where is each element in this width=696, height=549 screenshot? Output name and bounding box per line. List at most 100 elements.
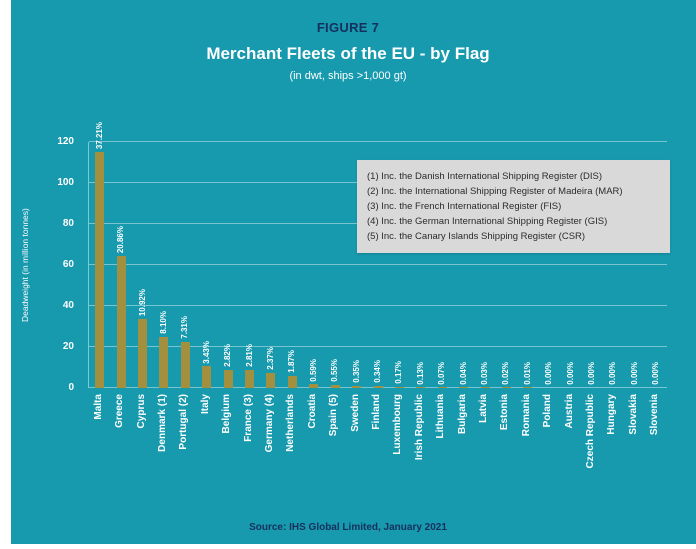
note-line: (1) Inc. the Danish International Shippi… bbox=[367, 171, 602, 182]
x-axis-label: Belgium bbox=[221, 394, 233, 434]
source-note: Source: IHS Global Limited, January 2021 bbox=[249, 522, 447, 533]
y-tick-label: 60 bbox=[62, 259, 74, 270]
bar bbox=[437, 387, 447, 388]
bar bbox=[416, 387, 426, 388]
gridline bbox=[89, 141, 667, 142]
bar-value-label: 3.43% bbox=[201, 340, 211, 364]
x-axis-label: Malta bbox=[92, 394, 104, 420]
x-axis-label: Latvia bbox=[478, 394, 490, 423]
x-axis-label: Finland bbox=[371, 394, 382, 430]
x-axis-label: Netherlands bbox=[285, 394, 297, 452]
note-line: (5) Inc. the Canary Islands Shipping Reg… bbox=[367, 231, 586, 242]
bar bbox=[180, 341, 190, 388]
bar bbox=[202, 366, 212, 388]
bar bbox=[309, 384, 319, 388]
x-axis-label: Slovenia bbox=[649, 394, 661, 436]
chart-subtitle: (in dwt, ships >1,000 gt) bbox=[289, 70, 407, 82]
bar bbox=[266, 373, 276, 388]
bar-value-label: 0.17% bbox=[394, 361, 404, 384]
x-axis-label: Austria bbox=[563, 394, 575, 429]
x-axis-label: Irish Republic bbox=[413, 394, 425, 461]
bar-value-label: 2.82% bbox=[223, 344, 233, 368]
y-axis-ticks: 0 20 40 60 80 100 120 bbox=[46, 136, 80, 393]
bar-value-label: 0.00% bbox=[651, 362, 661, 385]
bar-value-label: 0.59% bbox=[308, 358, 318, 382]
x-axis-label: Germany (4) bbox=[263, 394, 275, 453]
bar-value-label: 0.07% bbox=[437, 361, 447, 385]
bar-value-label: 20.86% bbox=[116, 225, 126, 253]
figure-label: FIGURE 7 bbox=[316, 20, 380, 35]
y-tick-label: 40 bbox=[62, 300, 74, 311]
x-axis-labels: Malta Greece Cyprus Denmark (1) Portugal (2)… bbox=[88, 392, 666, 492]
bar bbox=[95, 152, 105, 388]
bar-value-label: 0.13% bbox=[415, 361, 425, 385]
bar bbox=[138, 318, 148, 388]
x-axis-label: Croatia bbox=[306, 394, 318, 429]
bar-value-label: 0.00% bbox=[608, 362, 618, 385]
bar bbox=[116, 255, 126, 388]
x-axis-label: Romania bbox=[520, 394, 532, 437]
bar bbox=[394, 386, 404, 388]
bar-value-label: 0.34% bbox=[373, 360, 382, 383]
bar-value-label: 2.81% bbox=[244, 344, 254, 368]
bar-value-label: 0.02% bbox=[501, 362, 511, 385]
x-axis-label: Italy bbox=[199, 394, 211, 415]
bar-value-label: 0.04% bbox=[458, 362, 468, 385]
bar-value-label: 10.92% bbox=[137, 288, 147, 316]
bar bbox=[352, 385, 362, 388]
y-tick-label: 120 bbox=[57, 136, 74, 147]
bar bbox=[480, 387, 490, 388]
bar-value-label: 0.00% bbox=[544, 362, 554, 385]
x-axis-label: Bulgaria bbox=[456, 394, 468, 435]
gridline bbox=[89, 346, 667, 347]
x-axis-label: Hungary bbox=[606, 394, 618, 435]
bar-value-label: 0.01% bbox=[522, 362, 532, 385]
gridline bbox=[89, 264, 667, 265]
bar-value-label: 0.35% bbox=[351, 360, 361, 383]
x-axis-label: Denmark (1) bbox=[156, 394, 168, 452]
note-line: (3) Inc. the French International Regist… bbox=[367, 201, 562, 212]
bar bbox=[459, 387, 469, 388]
bar-value-label: 37.21% bbox=[94, 122, 104, 150]
bar-value-label: 0.55% bbox=[330, 358, 340, 382]
page-bottom-margin bbox=[0, 544, 696, 549]
x-axis-label: Estonia bbox=[499, 394, 511, 431]
bar bbox=[245, 370, 255, 388]
bar-value-label: 0.00% bbox=[629, 362, 639, 385]
x-axis-label: Spain (5) bbox=[328, 394, 340, 437]
x-axis-label: Poland bbox=[542, 394, 554, 428]
bar bbox=[159, 336, 169, 388]
y-axis-title: Deadweight (in million tonnes) bbox=[20, 208, 30, 322]
x-axis-label: France (3) bbox=[242, 394, 254, 442]
chart-title: Merchant Fleets of the EU - by Flag bbox=[206, 44, 490, 63]
note-line: (2) Inc. the International Shipping Regi… bbox=[367, 186, 623, 197]
page-left-margin bbox=[0, 0, 11, 549]
x-axis-label: Lithuania bbox=[435, 394, 447, 439]
bar-value-label: 0.00% bbox=[587, 362, 597, 385]
x-axis-label: Czech Republic bbox=[585, 394, 597, 469]
x-axis-label: Portugal (2) bbox=[178, 394, 190, 450]
bar-value-label: 0.03% bbox=[480, 362, 490, 385]
bar-value-label: 2.37% bbox=[265, 347, 275, 371]
bar bbox=[223, 370, 233, 388]
bar bbox=[287, 376, 297, 388]
x-axis-label: Cyprus bbox=[135, 394, 147, 429]
bar-value-label: 8.10% bbox=[158, 311, 168, 334]
x-axis-label: Greece bbox=[114, 394, 126, 428]
bar bbox=[501, 387, 511, 388]
x-axis-label: Slovakia bbox=[627, 394, 639, 435]
bar-value-label: 7.31% bbox=[180, 315, 190, 339]
x-axis-label: Luxembourg bbox=[392, 394, 404, 455]
notes-box: (1) Inc. the Danish International Shippi… bbox=[357, 160, 670, 253]
bar-value-label: 0.00% bbox=[565, 362, 575, 385]
y-tick-label: 20 bbox=[62, 341, 74, 352]
x-axis-label: Sweden bbox=[349, 394, 361, 432]
note-line: (4) Inc. the German International Shippi… bbox=[367, 216, 608, 227]
gridline bbox=[89, 305, 667, 306]
y-tick-label: 0 bbox=[68, 382, 74, 393]
y-tick-label: 80 bbox=[62, 218, 74, 229]
bar bbox=[373, 385, 383, 388]
bar-value-label: 1.87% bbox=[287, 350, 297, 374]
y-tick-label: 100 bbox=[57, 177, 74, 188]
